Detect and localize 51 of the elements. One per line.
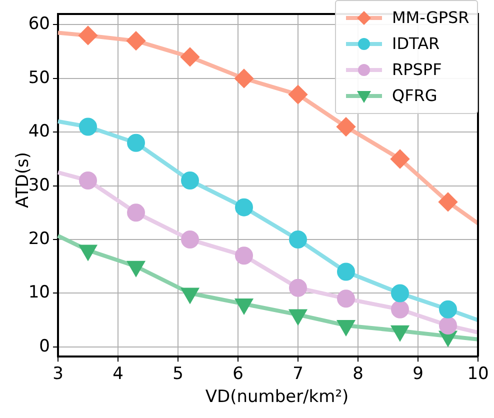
point	[79, 171, 97, 190]
point	[337, 290, 355, 308]
point	[128, 260, 144, 276]
legend-label: RPSPF	[392, 59, 442, 81]
x-tick-label: 6	[232, 364, 244, 384]
point	[439, 316, 457, 334]
point	[235, 246, 253, 265]
point	[391, 284, 409, 302]
point	[127, 134, 145, 152]
y-tick-label: 60	[28, 14, 50, 34]
point	[79, 26, 97, 44]
point	[235, 69, 253, 88]
point	[181, 48, 199, 66]
point	[337, 262, 355, 281]
point	[289, 278, 307, 297]
point	[439, 192, 457, 211]
y-tick-label: 40	[28, 122, 50, 142]
x-axis-title: VD(number/km²)	[204, 386, 350, 409]
y-tick-label: 50	[28, 68, 50, 88]
y-tick-label: 30	[28, 175, 50, 196]
x-tick-label: 10	[467, 364, 489, 384]
point	[79, 118, 97, 136]
y-tick-label: 20	[28, 228, 50, 249]
x-tick-label: 4	[112, 364, 124, 384]
legend-label: IDTAR	[392, 33, 440, 55]
point	[439, 300, 457, 318]
x-tick-label: 7	[292, 364, 304, 384]
point	[391, 150, 409, 168]
point	[182, 288, 198, 302]
point	[127, 204, 145, 222]
point	[235, 198, 253, 216]
point	[127, 32, 145, 50]
point	[80, 244, 96, 260]
x-tick-label: 5	[172, 364, 184, 384]
point	[289, 86, 307, 104]
x-tick-label: 9	[412, 364, 424, 384]
legend-label: MM-GPSR	[392, 7, 470, 29]
legend-label: QFRG	[392, 85, 438, 107]
point	[181, 171, 199, 190]
x-tick-label: 3	[52, 364, 64, 384]
point	[289, 230, 307, 249]
point	[392, 325, 408, 340]
point	[337, 118, 355, 136]
point	[338, 320, 354, 334]
point	[391, 300, 409, 318]
point	[181, 230, 199, 249]
y-tick-label: 0	[39, 336, 50, 356]
point	[290, 309, 306, 324]
point	[236, 298, 252, 313]
y-tick-label: 10	[28, 282, 50, 303]
x-tick-label: 8	[352, 364, 364, 384]
